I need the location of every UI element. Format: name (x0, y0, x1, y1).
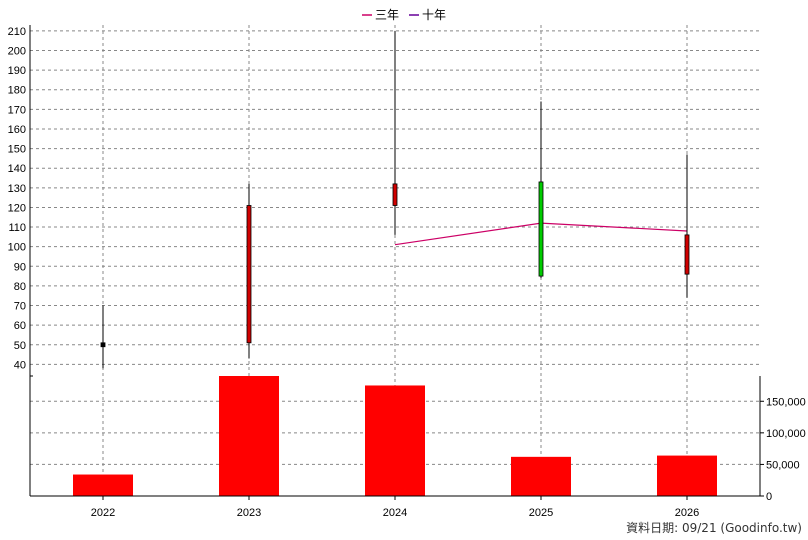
price-tick-label: 110 (8, 222, 26, 234)
legend-label-10yr: 十年 (422, 8, 446, 22)
price-tick-label: 210 (8, 26, 26, 38)
volume-tick-label: 100,000 (766, 428, 806, 440)
x-tick-label: 2025 (529, 507, 553, 519)
price-tick-label: 120 (8, 202, 26, 214)
price-tick-label: 90 (14, 261, 26, 273)
price-tick-label: 190 (8, 65, 26, 77)
price-tick-label: 200 (8, 46, 26, 58)
volume-bar (365, 385, 425, 496)
price-tick-label: 140 (8, 163, 26, 175)
price-tick-label: 60 (14, 320, 26, 332)
x-tick-label: 2024 (383, 507, 407, 519)
candle-body (392, 183, 398, 206)
price-tick-label: 130 (8, 183, 26, 195)
volume-bar (657, 455, 717, 496)
price-tick-label: 40 (14, 359, 26, 371)
price-tick-label: 80 (14, 281, 26, 293)
price-tick-label: 170 (8, 104, 26, 116)
volume-tick-label: 150,000 (766, 396, 806, 408)
legend: 三年 十年 (362, 8, 446, 22)
candle-body (246, 205, 252, 344)
price-tick-label: 180 (8, 85, 26, 97)
price-tick-label: 160 (8, 124, 26, 136)
candle-body (538, 181, 544, 277)
volume-bar (219, 376, 279, 496)
x-tick-label: 2023 (237, 507, 261, 519)
data-date-footer: 資料日期: 09/21 (Goodinfo.tw) (626, 521, 802, 535)
volume-tick-label: 0 (766, 491, 772, 503)
volume-bar (73, 474, 133, 496)
volume-bar (511, 456, 571, 496)
price-tick-label: 70 (14, 301, 26, 313)
x-axis: 2022 2023 2024 2025 2026 (29, 25, 761, 519)
legend-label-3yr: 三年 (375, 8, 399, 22)
candle-body (100, 342, 106, 348)
volume-panel: 0 50,000 100,000 150,000 (30, 376, 806, 503)
price-tick-label: 100 (8, 242, 26, 254)
price-tick-label: 50 (14, 340, 26, 352)
candle-body (684, 234, 690, 275)
price-tick-label: 150 (8, 144, 26, 156)
x-tick-label: 2022 (91, 507, 115, 519)
volume-tick-label: 50,000 (766, 459, 800, 471)
x-tick-label: 2026 (675, 507, 699, 519)
